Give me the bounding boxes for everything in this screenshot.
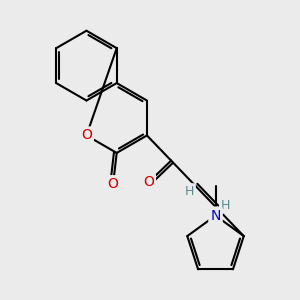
Text: H: H xyxy=(221,199,230,212)
Text: N: N xyxy=(210,208,221,223)
Text: H: H xyxy=(184,185,194,198)
Text: O: O xyxy=(81,128,92,142)
Text: O: O xyxy=(143,176,154,189)
Text: O: O xyxy=(108,177,118,191)
